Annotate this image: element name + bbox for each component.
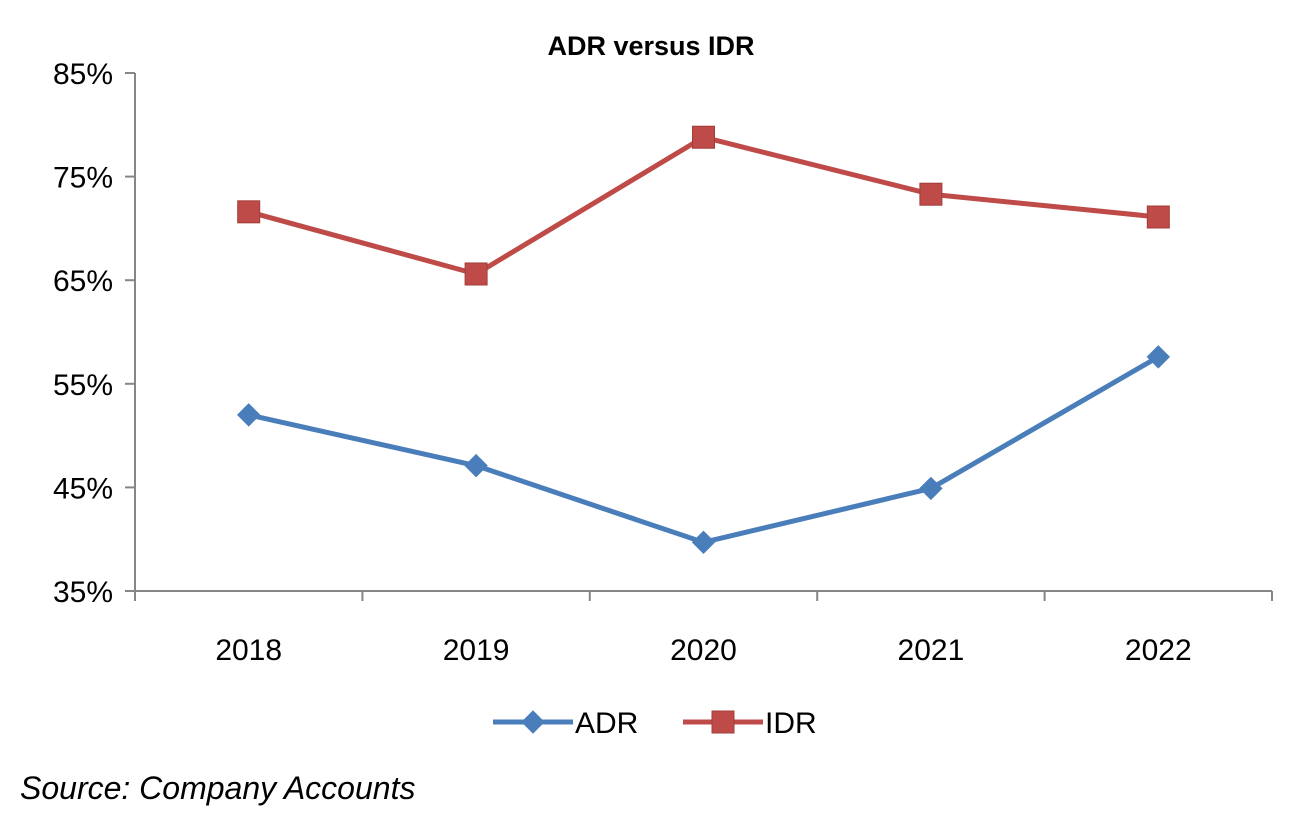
legend-item-idr: IDR — [683, 707, 817, 740]
y-tick-label: 55% — [53, 369, 113, 402]
y-tick-label: 85% — [53, 58, 113, 91]
legend-marker — [711, 710, 735, 734]
series-idr — [237, 125, 1170, 286]
y-tick-label: 35% — [53, 576, 113, 609]
y-tick-label: 75% — [53, 162, 113, 195]
data-point-adr — [236, 403, 261, 427]
y-tick-label: 65% — [53, 265, 113, 298]
legend-label: IDR — [765, 707, 817, 740]
data-point-idr — [692, 125, 715, 149]
series-adr — [236, 345, 1171, 555]
series-line-adr — [248, 354, 1160, 545]
x-tick-label: 2022 — [1125, 634, 1192, 667]
chart-title: ADR versus IDR — [547, 31, 754, 61]
x-tick-label: 2021 — [898, 634, 965, 667]
x-tick-label: 2019 — [443, 634, 510, 667]
legend: ADR IDR — [493, 707, 817, 740]
y-tick-label: 45% — [53, 472, 113, 505]
x-tick-label: 2018 — [215, 634, 282, 667]
data-point-adr — [919, 476, 943, 501]
series-layer — [236, 125, 1171, 555]
data-point-idr — [919, 182, 943, 206]
data-point-adr — [1146, 345, 1171, 369]
legend-item-adr: ADR — [493, 707, 638, 740]
data-point-idr — [464, 262, 488, 286]
data-point-adr — [691, 530, 716, 555]
source-note: Source: Company Accounts — [20, 770, 416, 806]
legend-marker — [521, 710, 545, 734]
x-tick-label: 2020 — [670, 634, 737, 667]
series-line-idr — [248, 134, 1159, 277]
legend-label: ADR — [575, 707, 638, 740]
data-point-idr — [1146, 205, 1170, 229]
axes: 35% 45% 55% 65% 75% 85% 2018 2019 2020 2021 2022 — [53, 58, 1273, 667]
data-point-idr — [237, 200, 261, 224]
data-point-adr — [464, 453, 488, 478]
